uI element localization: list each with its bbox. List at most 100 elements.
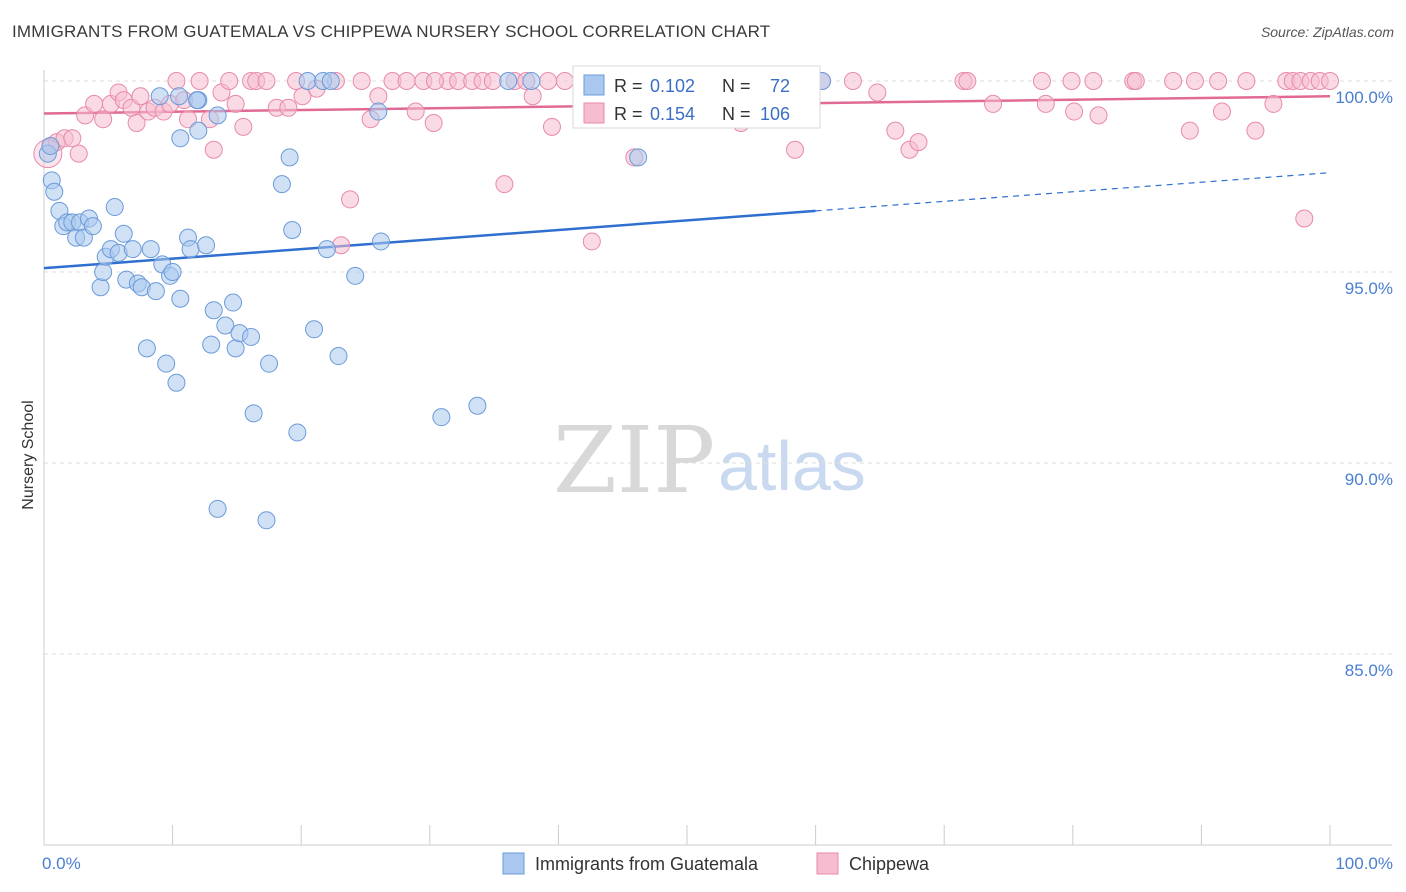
point-chippewa — [1032, 72, 1051, 90]
point-guatemala — [188, 91, 207, 110]
chart-title: IMMIGRANTS FROM GUATEMALA VS CHIPPEWA NU… — [12, 22, 771, 41]
point-chippewa — [220, 72, 239, 90]
point-guatemala — [204, 301, 223, 320]
chart-source: Source: ZipAtlas.com — [1260, 24, 1394, 40]
point-guatemala — [432, 408, 451, 427]
point-guatemala — [170, 87, 189, 106]
point-guatemala — [216, 316, 235, 335]
point-chippewa — [542, 117, 561, 136]
point-chippewa — [984, 94, 1003, 113]
point-chippewa — [582, 232, 601, 251]
point-chippewa — [234, 117, 253, 136]
point-guatemala — [41, 136, 60, 155]
point-chippewa — [1264, 94, 1283, 113]
point-chippewa — [786, 140, 805, 159]
point-chippewa — [69, 144, 88, 163]
point-chippewa — [1295, 209, 1314, 228]
point-guatemala — [157, 354, 176, 373]
legend-swatch-chippewa — [583, 102, 605, 124]
trend-solid-guatemala — [43, 209, 816, 270]
point-chippewa — [190, 72, 209, 90]
point-guatemala — [629, 148, 648, 167]
point-chippewa — [523, 87, 542, 106]
point-chippewa — [369, 87, 388, 106]
point-chippewa — [555, 72, 574, 90]
point-guatemala — [280, 148, 299, 167]
point-guatemala — [499, 72, 518, 90]
bottom-legend-swatch-guatemala — [502, 852, 525, 875]
point-guatemala — [226, 339, 245, 358]
legend-r-label-2: R = — [614, 104, 643, 124]
point-chippewa — [886, 121, 905, 140]
bottom-legend-label-guatemala: Immigrants from Guatemala — [535, 854, 759, 874]
point-chippewa — [406, 102, 425, 121]
point-chippewa — [1321, 72, 1339, 90]
y-tick-label: 85.0% — [1345, 661, 1393, 680]
point-chippewa — [1126, 72, 1145, 90]
point-guatemala — [208, 499, 227, 518]
point-guatemala — [288, 423, 307, 442]
point-guatemala — [298, 72, 317, 90]
point-guatemala — [244, 404, 263, 423]
point-guatemala — [260, 354, 279, 373]
point-chippewa — [179, 110, 198, 129]
x-tick-label: 0.0% — [42, 854, 81, 873]
bottom-legend-swatch-chippewa — [816, 852, 839, 875]
point-chippewa — [424, 114, 443, 133]
point-guatemala — [208, 106, 227, 125]
point-chippewa — [495, 175, 514, 194]
tick-labels: 100.0% 95.0% 90.0% 85.0% 0.0% 100.0% — [42, 88, 1393, 873]
point-chippewa — [1209, 72, 1228, 90]
point-guatemala — [163, 263, 182, 281]
point-guatemala — [305, 320, 324, 339]
legend-n-label-2: N = — [722, 104, 751, 124]
point-guatemala — [283, 220, 302, 239]
point-guatemala — [146, 282, 165, 301]
point-chippewa — [1180, 121, 1199, 140]
point-guatemala — [242, 327, 261, 346]
point-chippewa — [425, 72, 444, 90]
point-chippewa — [1164, 72, 1183, 90]
point-chippewa — [909, 133, 928, 152]
point-guatemala — [202, 335, 221, 354]
legend-n-value-1: 72 — [770, 76, 790, 96]
point-guatemala — [171, 289, 190, 308]
point-guatemala — [468, 396, 487, 415]
point-chippewa — [63, 129, 82, 148]
point-chippewa — [1062, 72, 1081, 90]
point-chippewa — [1089, 106, 1108, 125]
point-guatemala — [45, 182, 64, 201]
point-chippewa — [539, 72, 558, 90]
point-chippewa — [226, 94, 245, 113]
point-guatemala — [167, 373, 186, 392]
point-guatemala — [272, 175, 291, 194]
point-chippewa — [958, 72, 977, 90]
point-chippewa — [94, 110, 113, 129]
point-chippewa — [483, 72, 502, 90]
point-chippewa — [1212, 102, 1231, 121]
point-guatemala — [197, 236, 216, 255]
point-chippewa — [1237, 72, 1256, 90]
point-chippewa — [1185, 72, 1204, 90]
point-chippewa — [397, 72, 416, 90]
point-guatemala — [371, 232, 390, 251]
point-chippewa — [1246, 121, 1265, 140]
point-chippewa — [1084, 72, 1103, 90]
point-guatemala — [346, 266, 365, 285]
gridlines — [44, 80, 1392, 655]
point-guatemala — [189, 121, 208, 140]
legend-n-value-2: 106 — [760, 104, 790, 124]
x-tick-label: 100.0% — [1335, 854, 1393, 873]
point-guatemala — [522, 72, 541, 90]
legend-r-value-2: 0.154 — [650, 104, 695, 124]
point-chippewa — [868, 83, 887, 102]
point-guatemala — [83, 217, 102, 236]
trend-line-guatemala — [43, 172, 1331, 270]
y-tick-label: 95.0% — [1345, 279, 1393, 298]
legend-r-label-1: R = — [614, 76, 643, 96]
trend-dashed-guatemala — [815, 172, 1331, 212]
point-guatemala — [114, 224, 133, 243]
point-guatemala — [257, 511, 276, 530]
point-chippewa — [341, 190, 360, 209]
